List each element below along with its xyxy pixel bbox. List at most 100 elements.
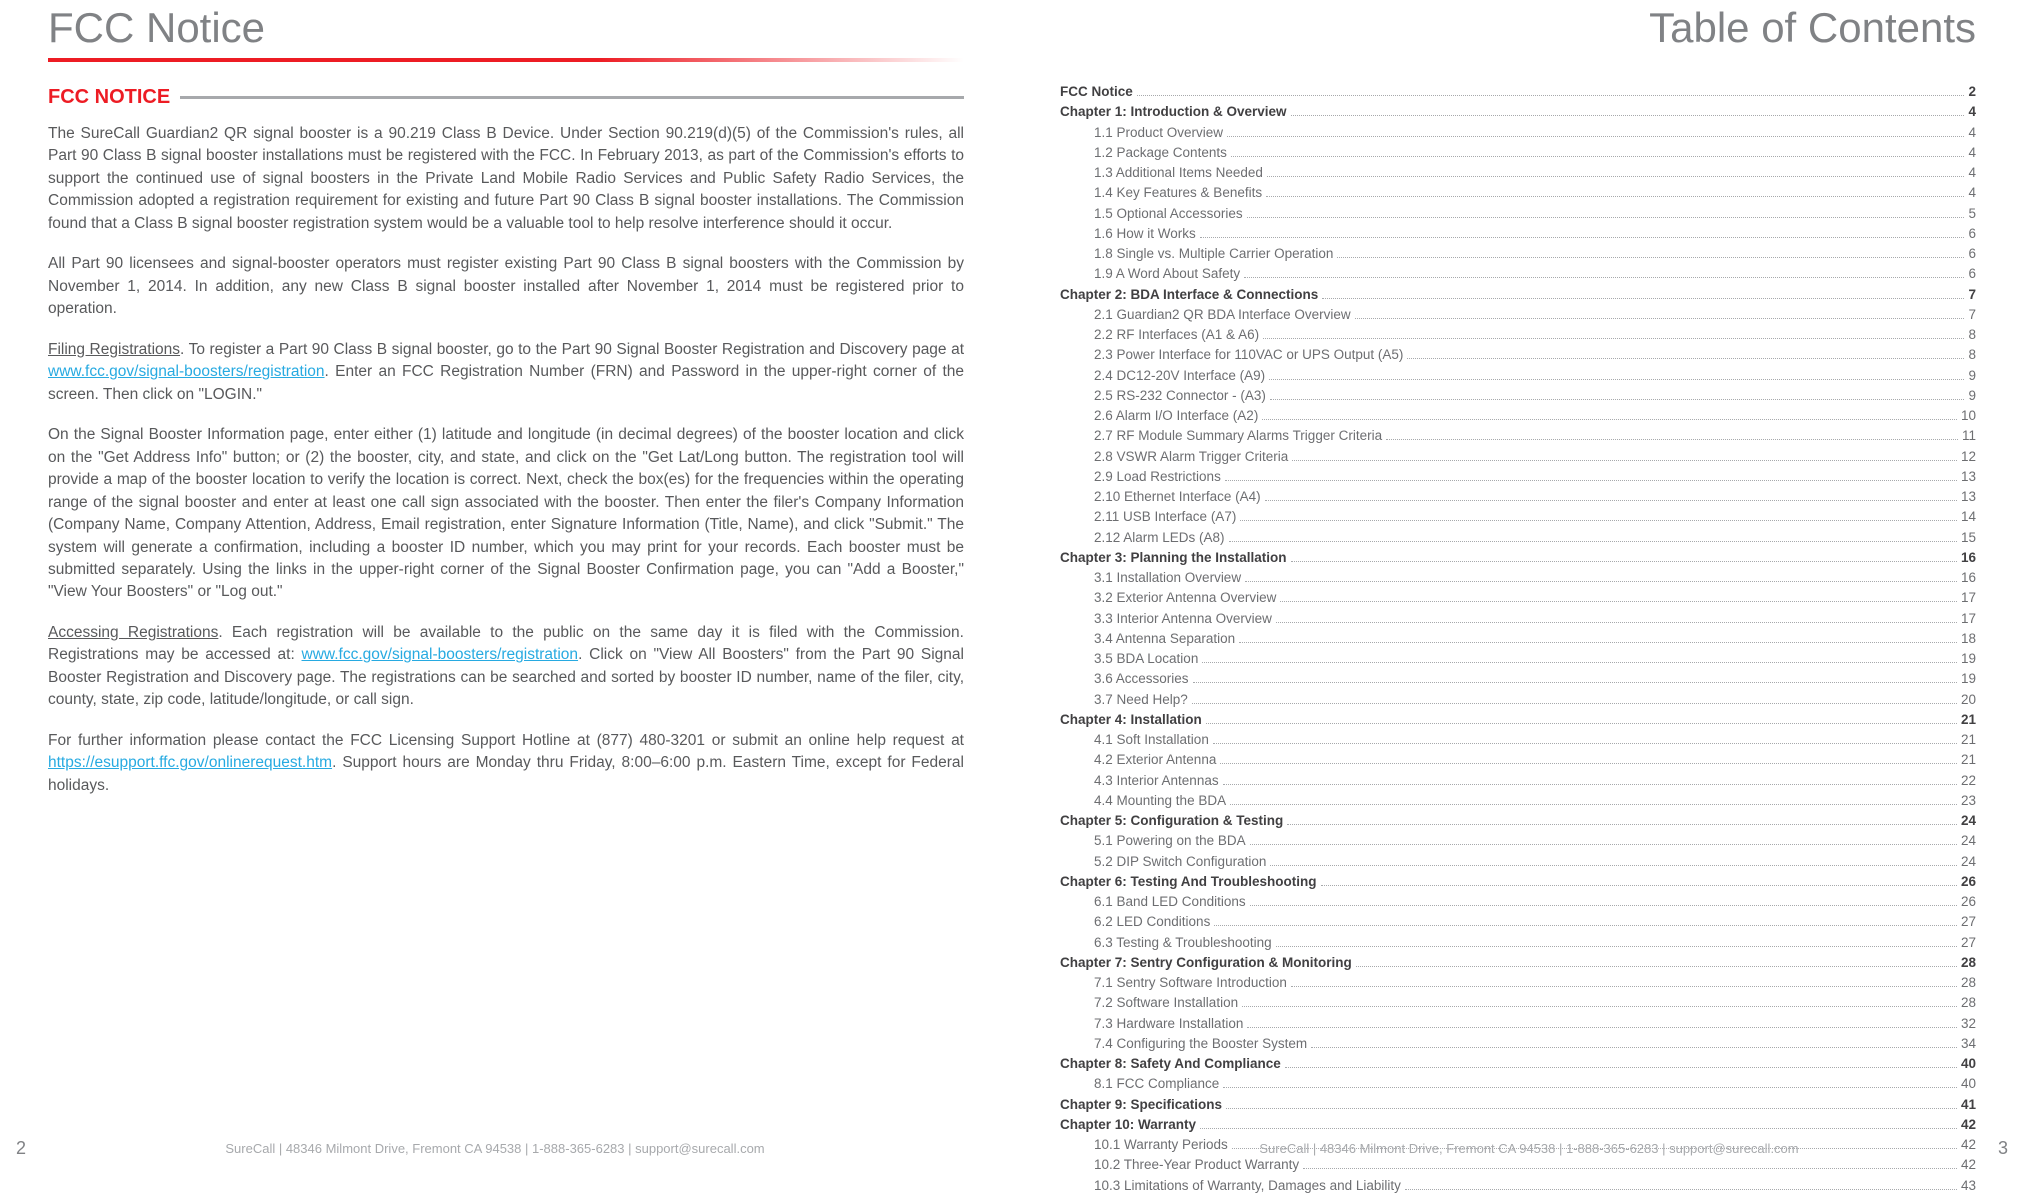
toc-label: 4.2 Exterior Antenna (1094, 750, 1216, 770)
toc-label: 2.4 DC12-20V Interface (A9) (1094, 366, 1265, 386)
toc-label: 6.2 LED Conditions (1094, 912, 1210, 932)
toc-page: 7 (1968, 305, 1976, 325)
toc-sub-row: 2.10 Ethernet Interface (A4)13 (1060, 487, 1976, 507)
paragraph: The SureCall Guardian2 QR signal booster… (48, 123, 964, 235)
paragraph: On the Signal Booster Information page, … (48, 424, 964, 604)
link-fcc-registration[interactable]: www.fcc.gov/signal-boosters/registration (302, 646, 579, 663)
paragraph: Filing Registrations. To register a Part… (48, 339, 964, 406)
toc-page: 26 (1961, 872, 1976, 892)
toc-label: 2.12 Alarm LEDs (A8) (1094, 528, 1225, 548)
toc-label: 3.3 Interior Antenna Overview (1094, 609, 1272, 629)
toc-page: 34 (1961, 1034, 1976, 1054)
toc-dots (1276, 946, 1957, 947)
toc-page: 24 (1961, 831, 1976, 851)
toc-dots (1291, 115, 1965, 116)
text: For further information please contact t… (48, 732, 964, 749)
toc-page: 24 (1961, 811, 1976, 831)
toc-dots (1270, 399, 1965, 400)
toc-sub-row: 2.11 USB Interface (A7)14 (1060, 507, 1976, 527)
footer-right: SureCall | 48346 Milmont Drive, Fremont … (1012, 1138, 2024, 1159)
toc-dots (1226, 1108, 1957, 1109)
toc-sub-row: 7.2 Software Installation28 (1060, 993, 1976, 1013)
toc-sub-row: 3.4 Antenna Separation18 (1060, 629, 1976, 649)
toc-chapter-row: Chapter 7: Sentry Configuration & Monito… (1060, 953, 1976, 973)
toc-sub-row: 8.1 FCC Compliance 40 (1060, 1074, 1976, 1094)
toc-label: Chapter 10: Warranty (1060, 1115, 1196, 1135)
toc-chapter-row: Chapter 2: BDA Interface & Connections7 (1060, 285, 1976, 305)
toc-page: 19 (1961, 649, 1976, 669)
toc-dots (1269, 379, 1964, 380)
link-esupport[interactable]: https://esupport.ffc.gov/onlinerequest.h… (48, 754, 332, 771)
toc-label: 6.1 Band LED Conditions (1094, 892, 1246, 912)
toc-page: 13 (1961, 467, 1976, 487)
toc-dots (1280, 601, 1957, 602)
table-of-contents: FCC Notice2Chapter 1: Introduction & Ove… (1060, 82, 1976, 1196)
toc-label: 2.11 USB Interface (A7) (1094, 507, 1236, 527)
toc-sub-row: 2.8 VSWR Alarm Trigger Criteria12 (1060, 447, 1976, 467)
toc-label: 5.1 Powering on the BDA (1094, 831, 1246, 851)
toc-label: 3.5 BDA Location (1094, 649, 1198, 669)
toc-sub-row: 5.2 DIP Switch Configuration24 (1060, 852, 1976, 872)
toc-label: 3.4 Antenna Separation (1094, 629, 1235, 649)
toc-dots (1220, 763, 1957, 764)
toc-page: 21 (1961, 710, 1976, 730)
text: . To register a Part 90 Class B signal b… (180, 341, 964, 358)
toc-dots (1355, 318, 1965, 319)
page-left: FCC Notice FCC NOTICE The SureCall Guard… (0, 0, 1012, 1173)
toc-chapter-row: Chapter 6: Testing And Troubleshooting26 (1060, 872, 1976, 892)
toc-dots (1386, 439, 1958, 440)
toc-dots (1250, 905, 1957, 906)
toc-dots (1225, 480, 1957, 481)
toc-sub-row: 2.1 Guardian2 QR BDA Interface Overview7 (1060, 305, 1976, 325)
link-fcc-registration[interactable]: www.fcc.gov/signal-boosters/registration (48, 363, 325, 380)
toc-dots (1245, 581, 1957, 582)
toc-dots (1223, 1087, 1957, 1088)
footer-info: SureCall | 48346 Milmont Drive, Fremont … (1060, 1141, 1998, 1156)
toc-dots (1291, 986, 1957, 987)
page-header-right: Table of Contents (1060, 0, 1976, 58)
paragraph: For further information please contact t… (48, 730, 964, 797)
toc-dots (1230, 804, 1957, 805)
toc-sub-row: 3.1 Installation Overview16 (1060, 568, 1976, 588)
toc-label: 3.7 Need Help? (1094, 690, 1188, 710)
toc-dots (1285, 1067, 1957, 1068)
toc-dots (1202, 662, 1957, 663)
toc-page: 19 (1961, 669, 1976, 689)
toc-sub-row: 10.3 Limitations of Warranty, Damages an… (1060, 1176, 1976, 1196)
page-right: Table of Contents FCC Notice2Chapter 1: … (1012, 0, 2024, 1173)
toc-dots (1276, 622, 1957, 623)
page-number: 2 (16, 1138, 26, 1159)
toc-dots (1267, 176, 1965, 177)
toc-sub-row: 6.2 LED Conditions27 (1060, 912, 1976, 932)
toc-page: 43 (1961, 1176, 1976, 1196)
toc-page: 26 (1961, 892, 1976, 912)
toc-label: 1.2 Package Contents (1094, 143, 1227, 163)
toc-label: 8.1 FCC Compliance (1094, 1074, 1219, 1094)
toc-chapter-row: Chapter 8: Safety And Compliance40 (1060, 1054, 1976, 1074)
toc-chapter-row: FCC Notice2 (1060, 82, 1976, 102)
footer-info: SureCall | 48346 Milmont Drive, Fremont … (26, 1141, 964, 1156)
toc-page: 8 (1968, 345, 1976, 365)
toc-dots (1214, 925, 1957, 926)
toc-label: 7.2 Software Installation (1094, 993, 1238, 1013)
toc-label: 3.2 Exterior Antenna Overview (1094, 588, 1276, 608)
toc-page: 42 (1961, 1115, 1976, 1135)
toc-sub-row: 2.2 RF Interfaces (A1 & A6)8 (1060, 325, 1976, 345)
toc-sub-row: 3.6 Accessories19 (1060, 669, 1976, 689)
toc-label: Chapter 5: Configuration & Testing (1060, 811, 1283, 831)
toc-sub-row: 1.3 Additional Items Needed4 (1060, 163, 1976, 183)
toc-label: 1.4 Key Features & Benefits (1094, 183, 1262, 203)
toc-page: 15 (1961, 528, 1976, 548)
toc-dots (1247, 1027, 1957, 1028)
toc-label: FCC Notice (1060, 82, 1133, 102)
toc-label: 1.5 Optional Accessories (1094, 204, 1243, 224)
toc-label: 2.7 RF Module Summary Alarms Trigger Cri… (1094, 426, 1382, 446)
toc-sub-row: 1.4 Key Features & Benefits4 (1060, 183, 1976, 203)
toc-label: 2.10 Ethernet Interface (A4) (1094, 487, 1261, 507)
toc-sub-row: 3.7 Need Help?20 (1060, 690, 1976, 710)
toc-dots (1227, 136, 1964, 137)
toc-sub-row: 1.8 Single vs. Multiple Carrier Operatio… (1060, 244, 1976, 264)
toc-sub-row: 3.5 BDA Location 19 (1060, 649, 1976, 669)
toc-label: Chapter 9: Specifications (1060, 1095, 1222, 1115)
toc-dots (1266, 196, 1964, 197)
